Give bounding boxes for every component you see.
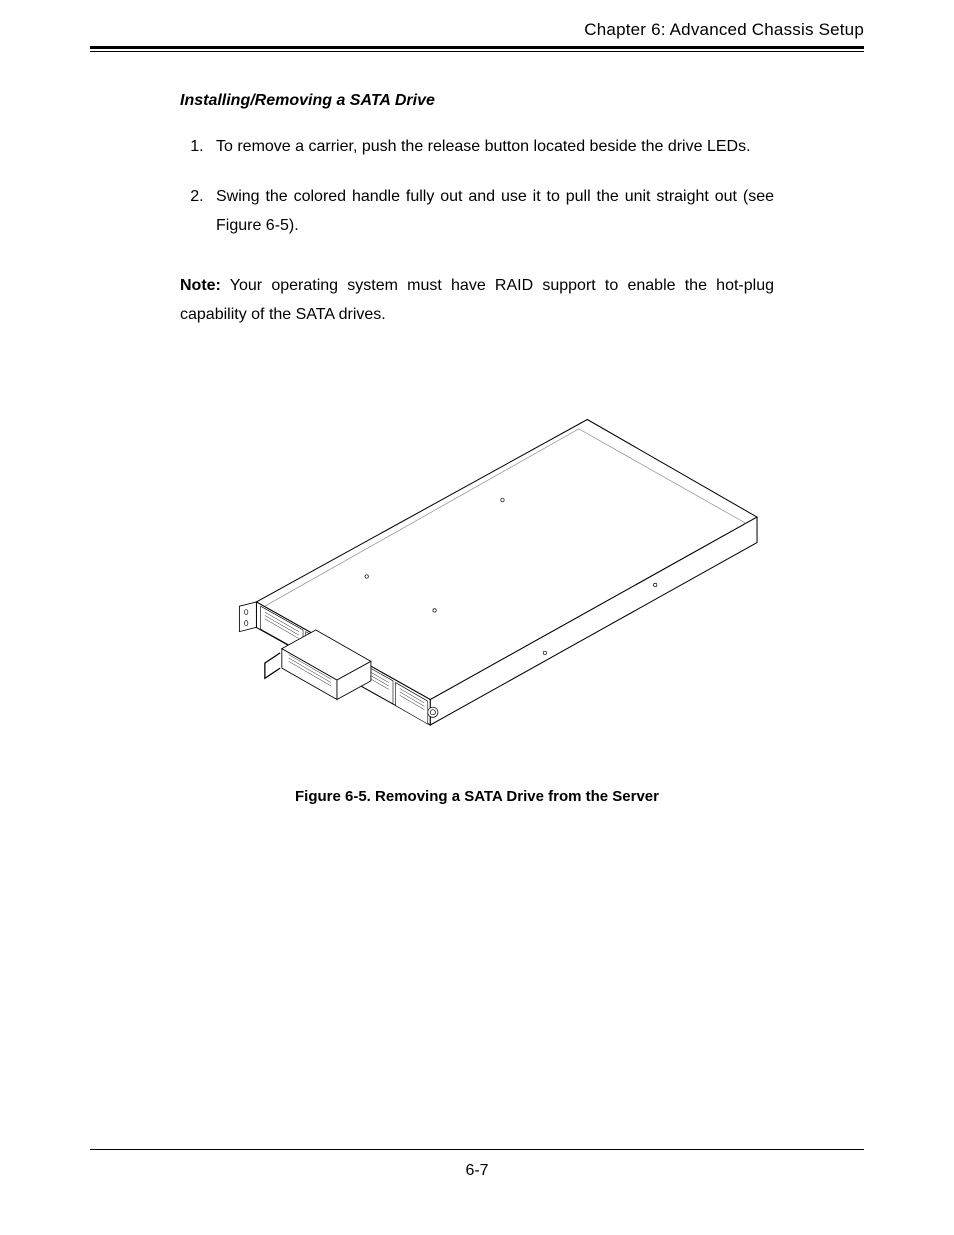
note-label: Note: [180,277,221,294]
server-chassis-svg [180,368,774,768]
footer-rule [90,1149,864,1150]
note-paragraph: Note: Your operating system must have RA… [180,271,774,330]
note-text: Your operating system must have RAID sup… [180,277,774,324]
figure-caption: Figure 6-5. Removing a SATA Drive from t… [180,788,774,805]
header-rule-thin [90,51,864,52]
header-rule-thick [90,46,864,49]
step-2: Swing the colored handle fully out and u… [208,182,774,241]
steps-list: To remove a carrier, push the release bu… [180,132,774,241]
figure-illustration [180,368,774,768]
page-number: 6-7 [0,1162,954,1180]
content-body: Installing/Removing a SATA Drive To remo… [90,92,864,805]
section-title: Installing/Removing a SATA Drive [180,92,774,110]
chapter-header: Chapter 6: Advanced Chassis Setup [90,20,864,40]
step-1: To remove a carrier, push the release bu… [208,132,774,162]
